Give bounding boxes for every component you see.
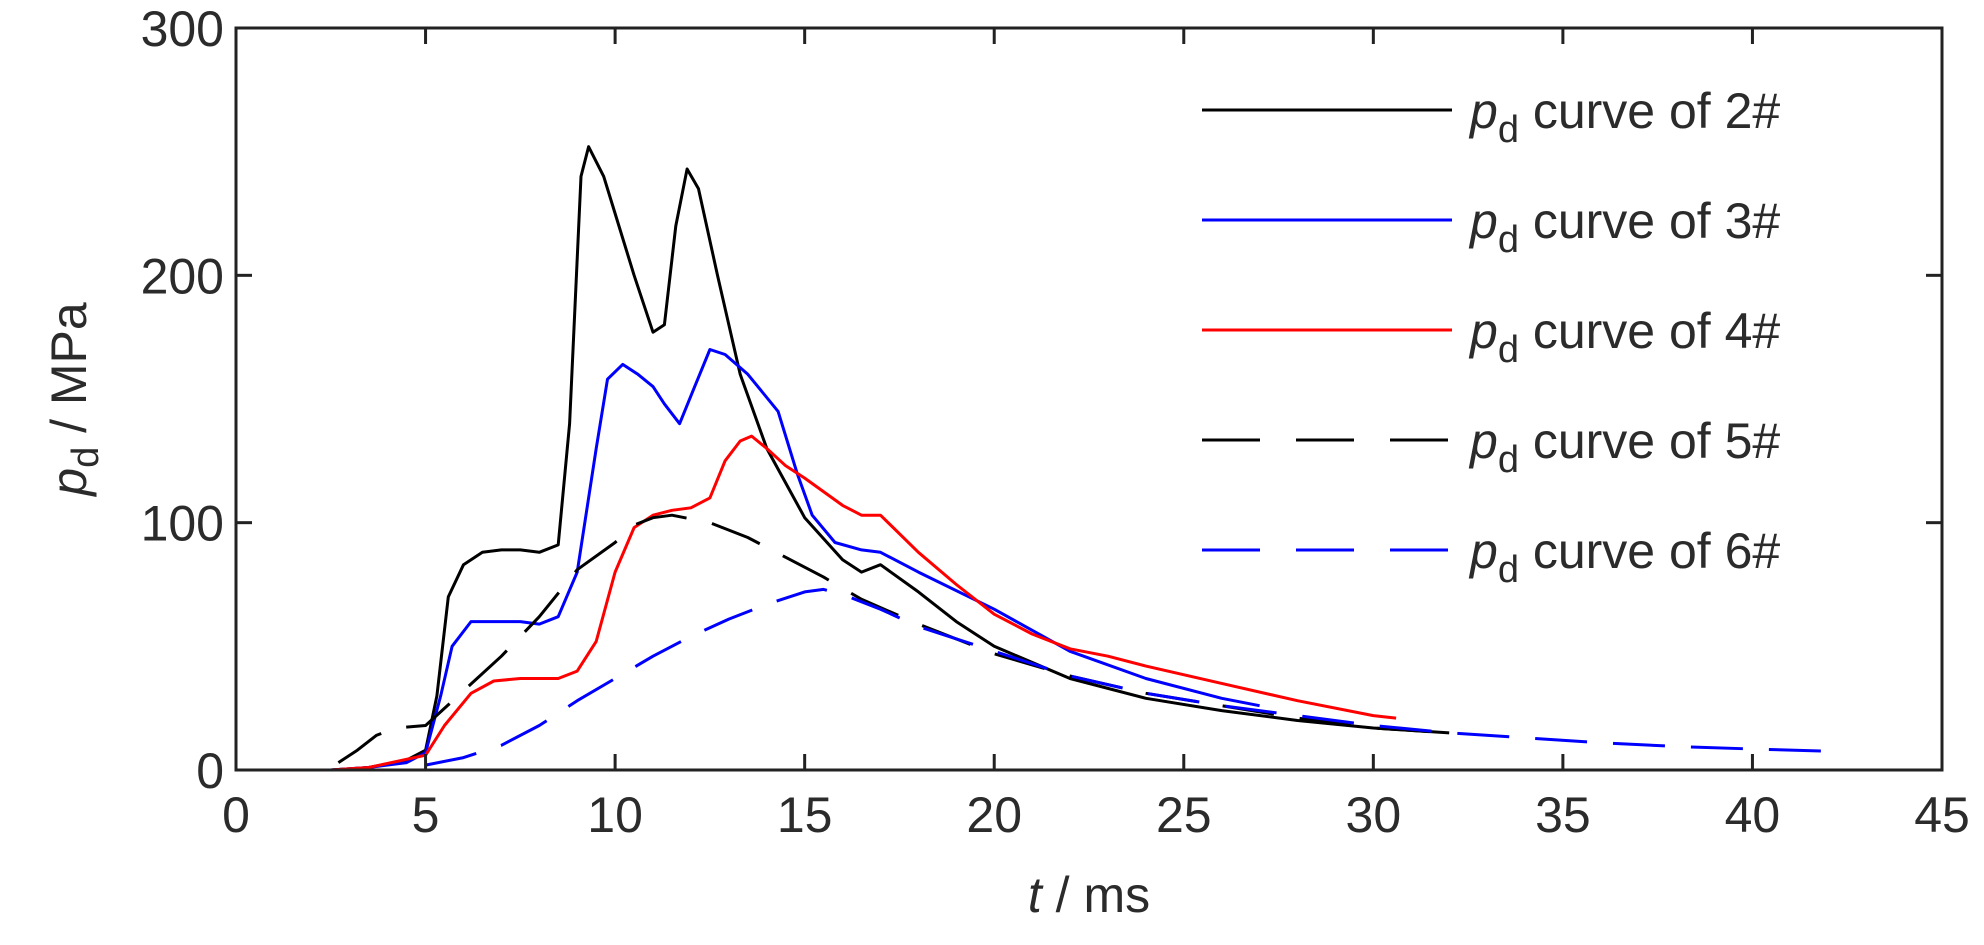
- legend-entry: pd curve of 5#: [1468, 413, 1780, 481]
- x-tick-label: 15: [777, 787, 833, 843]
- legend-entry: pd curve of 6#: [1468, 523, 1780, 591]
- x-axis-unit: / ms: [1042, 867, 1150, 923]
- legend-variable: p: [1468, 523, 1498, 579]
- legend-label: curve of 5#: [1519, 413, 1780, 469]
- legend-subscript: d: [1498, 439, 1519, 481]
- x-axis-label: t / ms: [1028, 867, 1150, 923]
- x-tick-label: 40: [1725, 787, 1781, 843]
- x-tick-label: 25: [1156, 787, 1212, 843]
- legend-entry: pd curve of 2#: [1468, 83, 1780, 151]
- y-axis-subscript: d: [65, 447, 107, 468]
- series-line-5: [425, 587, 1840, 767]
- legend-subscript: d: [1498, 109, 1519, 151]
- legend-subscript: d: [1498, 549, 1519, 591]
- x-tick-label: 45: [1914, 787, 1970, 843]
- x-axis-variable: t: [1028, 867, 1044, 923]
- x-tick-label: 0: [222, 787, 250, 843]
- legend-entry: pd curve of 4#: [1468, 303, 1780, 371]
- legend-label: curve of 4#: [1519, 303, 1780, 359]
- legend: pd curve of 2#pd curve of 3#pd curve of …: [1202, 83, 1780, 591]
- plot-lines: [236, 145, 1840, 772]
- x-tick-label: 35: [1535, 787, 1591, 843]
- y-axis-unit: / MPa: [41, 302, 97, 447]
- y-tick-label: 200: [141, 248, 224, 304]
- legend-variable: p: [1468, 413, 1498, 469]
- axis-ticks: [234, 26, 1944, 772]
- legend-variable: p: [1468, 83, 1498, 139]
- x-tick-label: 10: [587, 787, 643, 843]
- series-line-1: [236, 145, 1450, 772]
- y-axis-variable: p: [41, 468, 97, 498]
- series-line-3: [236, 434, 1397, 772]
- plot-frame: [234, 26, 1944, 772]
- y-tick-label: 300: [141, 1, 224, 57]
- y-axis-label: pd / MPa: [41, 302, 107, 498]
- x-tick-label: 20: [966, 787, 1022, 843]
- legend-subscript: d: [1498, 329, 1519, 371]
- x-tick-label: 5: [412, 787, 440, 843]
- series-line-4: [337, 513, 1450, 764]
- y-tick-label: 100: [141, 496, 224, 552]
- series-line-2: [236, 348, 1260, 772]
- legend-subscript: d: [1498, 219, 1519, 261]
- legend-variable: p: [1468, 193, 1498, 249]
- legend-label: curve of 2#: [1519, 83, 1780, 139]
- x-tick-label: 30: [1346, 787, 1402, 843]
- y-tick-label: 0: [196, 743, 224, 799]
- legend-entry: pd curve of 3#: [1468, 193, 1780, 261]
- legend-label: curve of 6#: [1519, 523, 1780, 579]
- legend-label: curve of 3#: [1519, 193, 1780, 249]
- legend-variable: p: [1468, 303, 1498, 359]
- axis-tick-labels: 0 5 10 15 20 25 30 35 40 45 0 100 200 300: [141, 1, 1970, 843]
